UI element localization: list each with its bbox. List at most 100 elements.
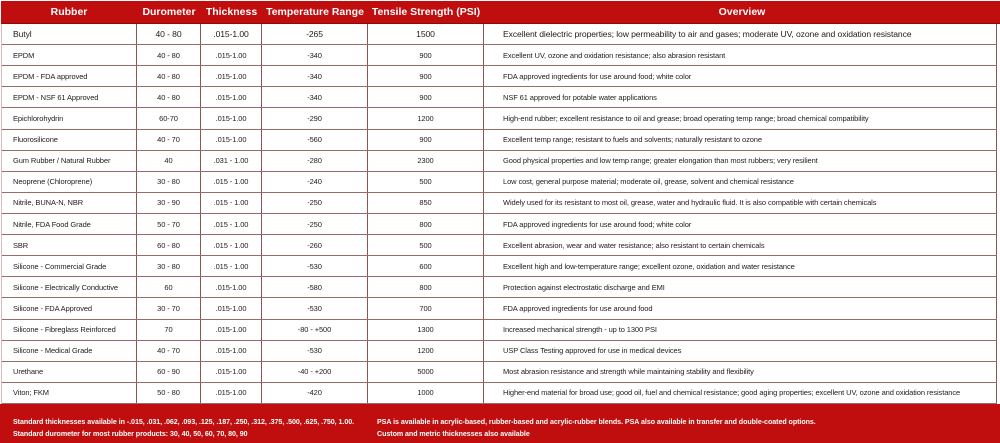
thickness-cell: .015-1.00 <box>201 45 262 66</box>
durometer-cell: 60 <box>137 277 201 298</box>
table-row: EPDM - NSF 61 Approved 40 - 80.015-1.00 -3… <box>2 87 997 109</box>
column-header-rubber: Rubber <box>50 6 88 18</box>
table-row: Epichlorohydrin 60-70.015-1.00 -290 1200 Hig… <box>2 108 997 130</box>
thickness-cell: .015-1.00 <box>201 129 262 150</box>
durometer-cell: 60 - 80 <box>137 235 201 256</box>
overview-cell: FDA approved ingredients for use around … <box>484 298 997 319</box>
rubber-cell: Silicone - Electrically Conductive <box>2 277 137 298</box>
table-row: Silicone - Electrically Conductive 60.015… <box>2 277 997 299</box>
temperature-cell: -530 <box>262 340 368 361</box>
rubber-cell: Urethane <box>2 361 137 382</box>
durometer-cell: 40 <box>137 150 201 171</box>
thickness-cell: .015 - 1.00 <box>201 192 262 213</box>
durometer-cell: 30 - 80 <box>137 256 201 277</box>
overview-cell: NSF 61 approved for potable water applic… <box>484 87 997 108</box>
durometer-cell: 40 - 80 <box>137 24 201 45</box>
thickness-cell: .015-1.00 <box>201 361 262 382</box>
footer-note-line: Custom and metric thicknesses also avail… <box>377 430 530 439</box>
temperature-cell: -530 <box>262 298 368 319</box>
tensile-cell: 1500 <box>368 24 484 45</box>
rubber-cell: Silicone - Medical Grade <box>2 340 137 361</box>
durometer-cell: 40 - 70 <box>137 129 201 150</box>
table-row: Neoprene (Chloroprene) 30 - 80.015 - 1.00… <box>2 171 997 193</box>
overview-cell: Most abrasion resistance and strength wh… <box>484 361 997 382</box>
footer-note-line: Standard thicknesses available in -.015,… <box>13 418 355 426</box>
rubber-cell: Nitrile, FDA Food Grade <box>2 213 137 235</box>
tensile-cell: 5000 <box>368 361 484 382</box>
overview-cell: Excellent high and low-temperature range… <box>484 256 997 277</box>
rubber-cell: EPDM - NSF 61 Approved <box>2 87 137 108</box>
temperature-cell: -340 <box>262 66 368 87</box>
temperature-cell: -250 <box>262 213 368 235</box>
table-row: Butyl 40 - 80.015-1.00 -265 1500 Excellent d… <box>2 24 997 46</box>
durometer-cell: 50 - 70 <box>137 213 201 235</box>
thickness-cell: .015 - 1.00 <box>201 171 262 192</box>
thickness-cell: .015-1.00 <box>201 108 262 129</box>
rubber-cell: SBR <box>2 235 137 256</box>
table-row: Silicone - Medical Grade 40 - 70.015-1.00… <box>2 340 997 362</box>
temperature-cell: -340 <box>262 45 368 66</box>
thickness-cell: .015-1.00 <box>201 87 262 108</box>
table-row: SBR 60 - 80.015 - 1.00 -260 500 Excellent ab… <box>2 235 997 257</box>
rubber-cell: Silicone - FDA Approved <box>2 298 137 319</box>
tensile-cell: 850 <box>368 192 484 213</box>
table-row: Silicone - Fibreglass Reinforced 70.015-1… <box>2 319 997 341</box>
table-row: Viton; FKM 50 - 80.015-1.00 -420 1000 Higher… <box>2 382 997 404</box>
rubber-cell: Nitrile, BUNA-N, NBR <box>2 192 137 213</box>
rubber-cell: Neoprene (Chloroprene) <box>2 171 137 192</box>
durometer-cell: 30 - 80 <box>137 171 201 192</box>
tensile-cell: 800 <box>368 277 484 298</box>
thickness-cell: .015-1.00 <box>201 24 262 45</box>
overview-cell: FDA approved ingredients for use around … <box>484 66 997 87</box>
temperature-cell: -260 <box>262 235 368 256</box>
tensile-cell: 900 <box>368 45 484 66</box>
thickness-cell: .015-1.00 <box>201 382 262 403</box>
table-row: EPDM - FDA approved 40 - 80.015-1.00 -340 9… <box>2 66 997 88</box>
footer-note-line: PSA is available in acrylic-based, rubbe… <box>377 418 816 426</box>
durometer-cell: 60-70 <box>137 108 201 129</box>
thickness-cell: .015-1.00 <box>201 277 262 298</box>
overview-cell: USP Class Testing approved for use in me… <box>484 340 997 361</box>
tensile-cell: 600 <box>368 256 484 277</box>
footer-notes-band: Standard thicknesses available in -.015,… <box>0 404 1000 443</box>
table-row: Silicone - FDA Approved 30 - 70.015-1.00-… <box>2 298 997 320</box>
durometer-cell: 40 - 80 <box>137 66 201 87</box>
temperature-cell: -290 <box>262 108 368 129</box>
table-body: Butyl 40 - 80.015-1.00 -265 1500 Excellent d… <box>1 24 997 404</box>
footer-note-line: Standard durometer for most rubber produ… <box>13 430 248 439</box>
durometer-cell: 40 - 70 <box>137 340 201 361</box>
table-row: EPDM 40 - 80.015-1.00 -340 900 Excellent UV,… <box>2 45 997 67</box>
durometer-cell: 40 - 80 <box>137 45 201 66</box>
temperature-cell: -250 <box>262 192 368 213</box>
column-header-thickness: Thickness <box>205 6 258 18</box>
rubber-cell: Silicone - Commercial Grade <box>2 256 137 277</box>
thickness-cell: .015-1.00 <box>201 319 262 340</box>
tensile-cell: 900 <box>368 87 484 108</box>
tensile-cell: 1200 <box>368 108 484 129</box>
overview-cell: FDA approved ingredients for use around … <box>484 213 997 235</box>
durometer-cell: 50 - 80 <box>137 382 201 403</box>
durometer-cell: 30 - 70 <box>137 298 201 319</box>
table-row: Gum Rubber / Natural Rubber 40.031 - 1.00… <box>2 150 997 172</box>
overview-cell: Widely used for its resistant to most oi… <box>484 192 997 213</box>
tensile-cell: 500 <box>368 171 484 192</box>
overview-cell: Excellent abrasion, wear and water resis… <box>484 235 997 256</box>
thickness-cell: .015-1.00 <box>201 66 262 87</box>
overview-cell: Higher-end material for broad use; good … <box>484 382 997 403</box>
tensile-cell: 700 <box>368 298 484 319</box>
footer-note-psa: PSA is available in acrylic-based, rubbe… <box>377 416 816 441</box>
tensile-cell: 900 <box>368 129 484 150</box>
thickness-cell: .031 - 1.00 <box>201 150 262 171</box>
overview-cell: Excellent temp range; resistant to fuels… <box>484 129 997 150</box>
thickness-cell: .015-1.00 <box>201 298 262 319</box>
overview-cell: Excellent dielectric properties; low per… <box>484 24 997 45</box>
column-header-overview: Overview <box>718 6 766 18</box>
column-header-temperature-range: Temperature Range <box>266 6 364 18</box>
durometer-cell: 30 - 90 <box>137 192 201 213</box>
column-header-tensile-strength: Tensile Strength (PSI) <box>371 6 481 18</box>
column-header-durometer: Durometer <box>142 6 196 18</box>
thickness-cell: .015 - 1.00 <box>201 213 262 235</box>
temperature-cell: -580 <box>262 277 368 298</box>
table-row: Nitrile, BUNA-N, NBR 30 - 90.015 - 1.00 -2… <box>2 192 997 214</box>
